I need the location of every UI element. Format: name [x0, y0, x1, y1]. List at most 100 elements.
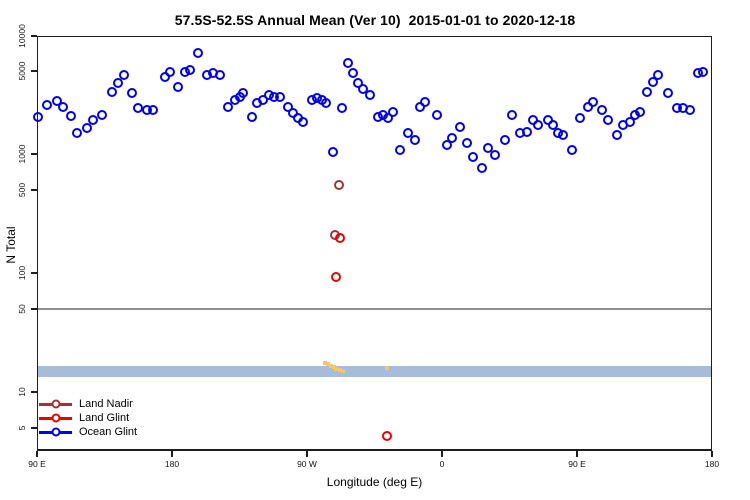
- data-point-ocean-glint: [489, 150, 500, 161]
- data-point-ocean-glint: [575, 113, 585, 124]
- data-point-ocean-glint: [387, 107, 398, 118]
- y-tick-label: 1000: [17, 144, 27, 164]
- data-point-ocean-glint: [698, 67, 708, 78]
- y-axis-tick: [31, 189, 37, 191]
- data-point-ocean-glint: [327, 147, 338, 158]
- y-axis-tick: [31, 35, 37, 37]
- data-point-ocean-glint: [507, 109, 518, 120]
- data-point-ocean-glint: [455, 121, 465, 132]
- x-axis-label: Longitude (deg E): [326, 475, 423, 489]
- y-axis-tick: [31, 308, 37, 310]
- data-point-ocean-glint: [215, 70, 225, 81]
- data-point-ocean-glint: [558, 130, 569, 141]
- data-point-ocean-glint: [432, 109, 443, 120]
- data-point-land-glint: [335, 233, 345, 244]
- data-point-yellow-flag: [333, 367, 338, 372]
- data-point-ocean-glint: [173, 82, 183, 93]
- y-axis-label: N Total: [4, 226, 18, 264]
- x-axis-tick: [576, 451, 578, 457]
- data-point-ocean-glint: [57, 102, 68, 113]
- x-axis-tick: [711, 451, 713, 457]
- data-point-ocean-glint: [653, 70, 663, 81]
- data-point-ocean-glint: [468, 152, 479, 163]
- data-point-ocean-glint: [477, 163, 488, 174]
- legend-item-land-glint: Land Glint: [39, 411, 137, 425]
- land-glint-marker-icon: [39, 412, 72, 424]
- x-axis-tick: [441, 451, 443, 457]
- ocean-glint-marker-icon: [39, 426, 72, 438]
- data-point-ocean-glint: [522, 127, 533, 138]
- legend-label: Land Nadir: [79, 398, 133, 410]
- data-point-ocean-glint: [684, 105, 695, 116]
- data-point-ocean-glint: [462, 137, 473, 148]
- data-point-ocean-glint: [348, 68, 359, 79]
- data-point-ocean-glint: [357, 84, 368, 95]
- data-point-ocean-glint: [567, 145, 578, 156]
- data-point-ocean-glint: [81, 123, 92, 134]
- x-axis-tick: [36, 451, 38, 457]
- data-point-ocean-glint: [96, 109, 107, 120]
- data-point-ocean-glint: [147, 105, 158, 116]
- data-point-ocean-glint: [119, 70, 129, 81]
- reference-line-50: [37, 307, 712, 310]
- highlight-band: [37, 365, 712, 377]
- data-point-ocean-glint: [107, 86, 117, 97]
- data-point-ocean-glint: [483, 143, 494, 154]
- data-point-land-nadir: [333, 179, 344, 190]
- y-tick-label: 100: [17, 265, 27, 281]
- data-point-ocean-glint: [126, 87, 137, 98]
- x-tick-label: 180: [164, 459, 180, 469]
- data-point-ocean-glint: [165, 67, 176, 78]
- x-tick-label: 180: [704, 459, 720, 469]
- y-tick-label: 10: [17, 387, 27, 397]
- y-tick-label: 5: [17, 425, 27, 431]
- data-point-ocean-glint: [500, 135, 510, 146]
- data-point-ocean-glint: [33, 111, 44, 122]
- legend: Land Nadir Land Glint Ocean Glint: [39, 397, 137, 439]
- data-point-ocean-glint: [297, 117, 308, 128]
- data-point-ocean-glint: [410, 135, 420, 146]
- data-point-ocean-glint: [113, 78, 123, 88]
- data-point-ocean-glint: [395, 145, 405, 156]
- y-tick-label: 5000: [17, 61, 27, 81]
- y-axis-tick: [31, 153, 37, 155]
- data-point-ocean-glint: [51, 95, 62, 106]
- land-nadir-marker-icon: [39, 398, 72, 410]
- legend-label: Land Glint: [79, 412, 130, 424]
- data-point-yellow-flag: [326, 361, 330, 366]
- data-point-ocean-glint: [87, 115, 98, 126]
- data-point-ocean-glint: [258, 95, 269, 106]
- x-tick-label: 90 W: [297, 459, 317, 469]
- data-point-ocean-glint: [624, 117, 635, 128]
- y-tick-label: 500: [17, 182, 27, 197]
- data-point-land-glint: [330, 272, 341, 283]
- data-point-ocean-glint: [246, 111, 257, 122]
- data-point-ocean-glint: [635, 107, 645, 118]
- data-point-yellow-flag: [341, 369, 345, 374]
- data-point-land-glint: [381, 430, 392, 441]
- y-tick-label: 10000: [17, 24, 27, 48]
- data-point-ocean-glint: [663, 87, 674, 98]
- data-point-yellow-flag: [384, 366, 389, 371]
- data-point-ocean-glint: [185, 65, 195, 75]
- data-point-ocean-glint: [533, 120, 543, 131]
- y-axis-tick: [31, 272, 37, 274]
- x-axis-tick: [171, 451, 173, 457]
- data-point-ocean-glint: [414, 102, 425, 113]
- data-point-ocean-glint: [582, 102, 593, 113]
- plot-area: N Total Longitude (deg E) Land Nadir Lan…: [4, 24, 719, 489]
- y-tick-label: 50: [17, 304, 27, 314]
- data-point-ocean-glint: [365, 90, 375, 101]
- data-point-ocean-glint: [192, 47, 203, 58]
- data-point-ocean-glint: [282, 102, 293, 113]
- x-tick-label: 90 E: [568, 459, 586, 469]
- data-point-ocean-glint: [603, 115, 614, 126]
- data-point-ocean-glint: [336, 103, 347, 114]
- data-point-yellow-flag: [323, 361, 327, 366]
- data-point-ocean-glint: [237, 87, 248, 98]
- data-point-ocean-glint: [447, 133, 458, 144]
- y-axis-tick: [31, 70, 37, 72]
- x-axis-tick: [306, 451, 308, 457]
- legend-item-ocean-glint: Ocean Glint: [39, 425, 137, 439]
